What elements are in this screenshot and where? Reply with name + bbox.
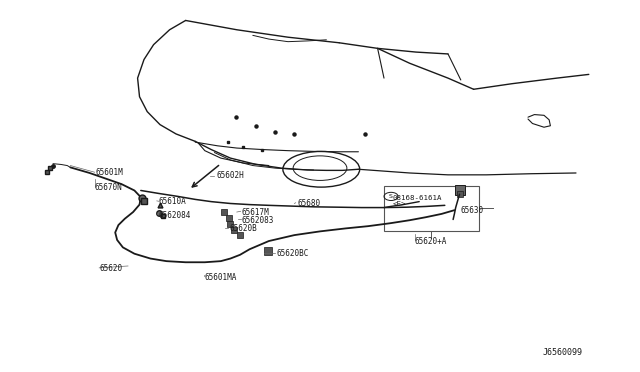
Text: 65620BC: 65620BC — [276, 249, 309, 258]
Text: 6562083: 6562083 — [242, 216, 275, 225]
Text: 65620B: 65620B — [229, 224, 257, 233]
Text: S: S — [389, 194, 393, 199]
Text: 65601M: 65601M — [96, 169, 124, 177]
Text: 65630: 65630 — [461, 206, 484, 215]
Text: 65680: 65680 — [298, 199, 321, 208]
Text: 08168-6161A: 08168-6161A — [392, 195, 442, 201]
Text: 6562084: 6562084 — [159, 211, 191, 220]
Text: 65620+A: 65620+A — [415, 237, 447, 246]
Text: 65617M: 65617M — [242, 208, 269, 217]
Text: J6560099: J6560099 — [543, 348, 583, 357]
Text: 65601MA: 65601MA — [205, 273, 237, 282]
Text: 65610A: 65610A — [159, 198, 186, 206]
Text: 65620: 65620 — [99, 264, 122, 273]
Text: 65602H: 65602H — [216, 171, 244, 180]
Bar — [384, 186, 479, 231]
Text: 65670N: 65670N — [95, 183, 122, 192]
Text: <E>: <E> — [393, 201, 406, 207]
